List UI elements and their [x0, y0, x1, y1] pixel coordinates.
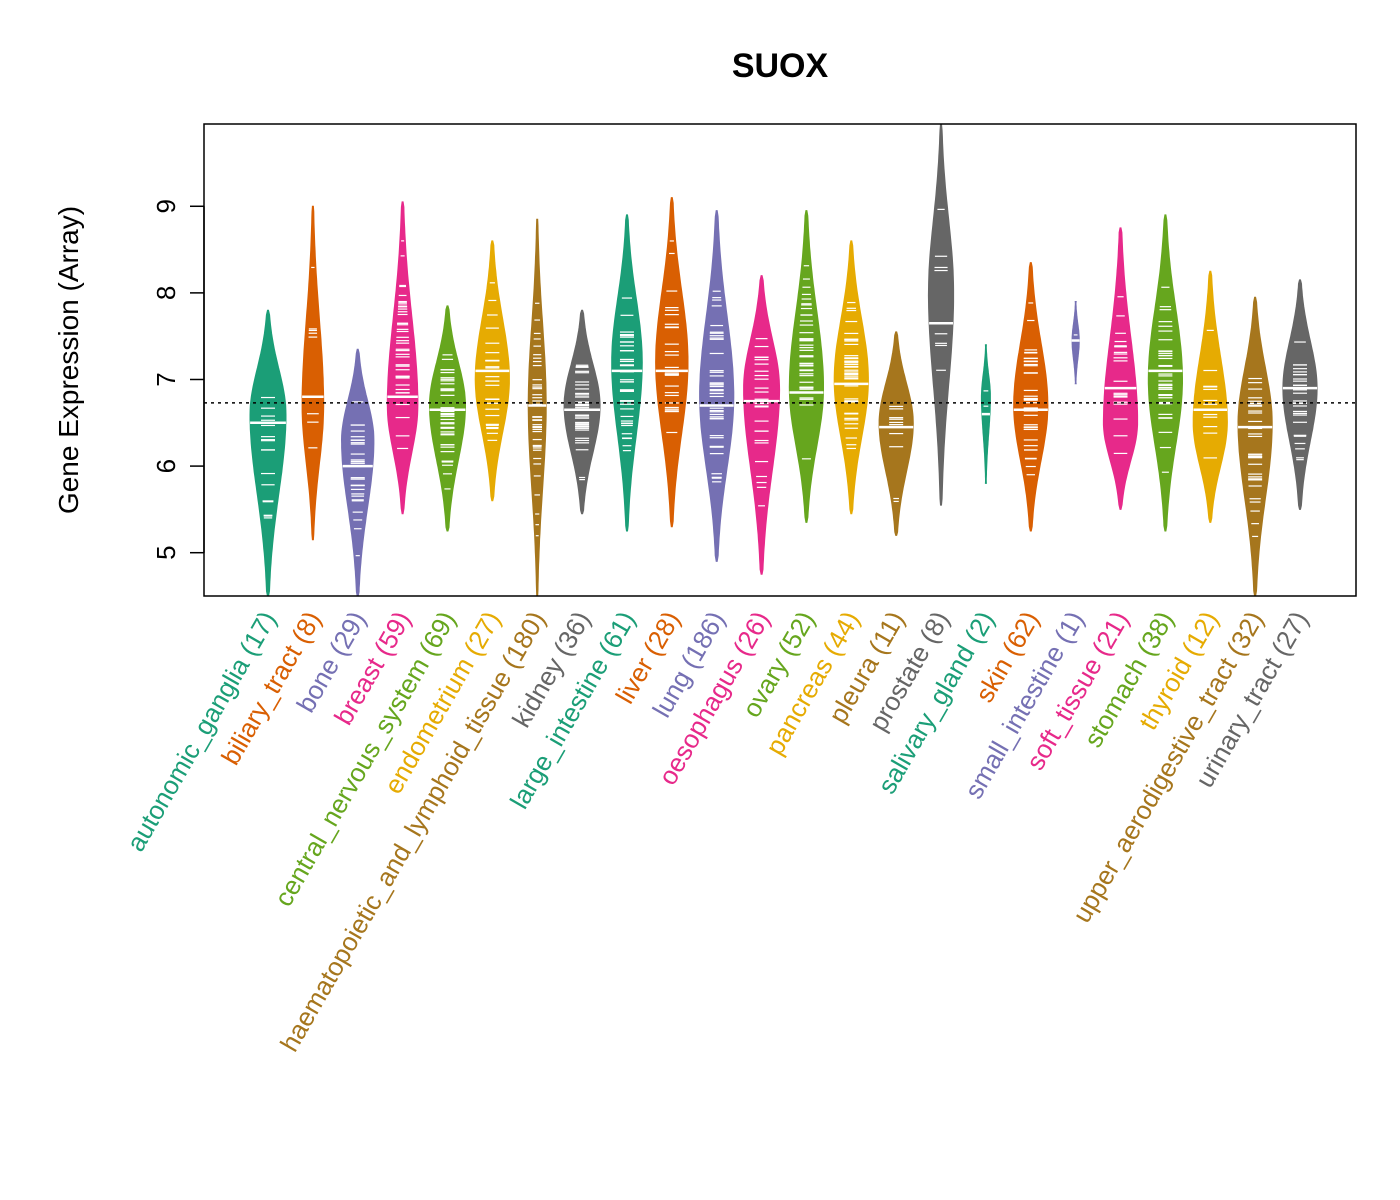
violin-body — [655, 197, 689, 528]
y-tick-label: 9 — [151, 199, 181, 213]
violin-stomach — [1147, 214, 1183, 532]
violin-body — [563, 309, 601, 515]
violin-endometrium — [474, 240, 510, 502]
chart-title: SUOX — [732, 47, 829, 85]
violin-urinary_tract — [1282, 279, 1318, 510]
violin-kidney — [563, 309, 601, 515]
violin-body — [611, 214, 643, 532]
violin-body — [927, 123, 955, 506]
violin-pancreas — [833, 240, 869, 515]
violin-body — [340, 348, 375, 597]
violin-body — [1102, 227, 1139, 510]
violin-body — [249, 309, 287, 597]
violin-bone — [340, 348, 375, 597]
violin-soft_tissue — [1102, 227, 1139, 510]
y-tick-label: 6 — [151, 459, 181, 473]
plot-area — [204, 123, 1356, 597]
violin-body — [429, 305, 466, 532]
violin-oesophagus — [743, 275, 781, 575]
y-tick-label: 8 — [151, 286, 181, 300]
y-tick-label: 7 — [151, 372, 181, 386]
violin-pleura — [878, 331, 914, 536]
plot-frame — [203, 123, 1357, 597]
violin-body — [833, 240, 869, 515]
y-axis: 5 6 7 8 9 — [151, 199, 205, 560]
violin-haematopoietic_and_lymphoid_tissue — [527, 218, 547, 597]
violin-biliary_tract — [301, 205, 325, 541]
y-tick-label: 5 — [151, 545, 181, 559]
violin-thyroid — [1192, 270, 1228, 523]
violin-skin — [1013, 262, 1049, 532]
violin-body — [1237, 296, 1273, 597]
x-axis-labels: autonomic_ganglia (17)biliary_tract (8)b… — [120, 606, 1314, 1057]
violin-body — [386, 201, 419, 515]
violin-breast — [386, 201, 419, 515]
violin-liver — [655, 197, 689, 528]
violin-large_intestine — [611, 214, 643, 532]
y-axis-label: Gene Expression (Array) — [53, 206, 84, 514]
violin-body — [1071, 301, 1080, 385]
violin-body — [527, 218, 547, 597]
violin-upper_aerodigestive_tract — [1237, 296, 1273, 597]
violin-ovary — [788, 210, 824, 523]
violin-salivary_gland — [980, 344, 991, 484]
violin-body — [743, 275, 781, 575]
violin-small_intestine — [1071, 301, 1080, 385]
violin-body — [1147, 214, 1183, 532]
violin-prostate — [927, 123, 955, 506]
violin-body — [1192, 270, 1228, 523]
violin-lung — [699, 210, 735, 562]
violin-central_nervous_system — [429, 305, 466, 532]
violin-body — [301, 205, 325, 541]
violin-body — [1282, 279, 1318, 510]
violin-autonomic_ganglia — [249, 309, 287, 597]
violin-body — [788, 210, 824, 523]
